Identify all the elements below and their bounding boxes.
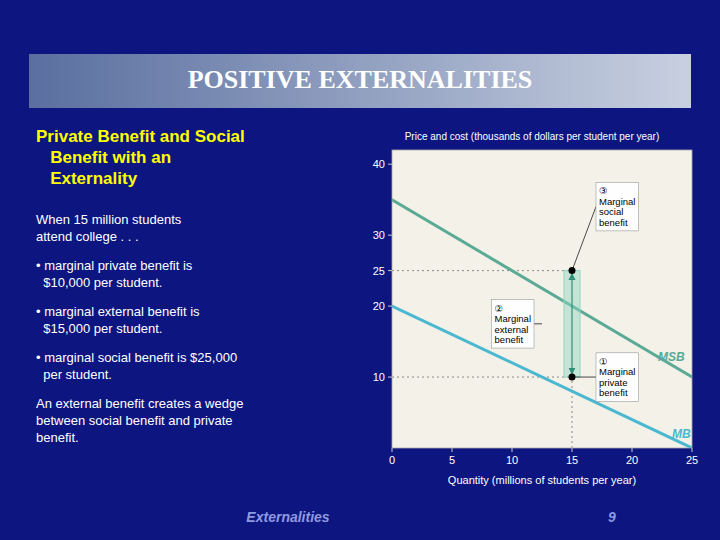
x-axis-label: Quantity (millions of students per year)	[448, 474, 636, 486]
annotation: ②Marginalexternalbenefit	[492, 300, 542, 349]
page-number: 9	[608, 509, 616, 525]
x-tick-label: 15	[566, 454, 578, 466]
chart-title: Price and cost (thousands of dollars per…	[405, 131, 660, 142]
body-text: An external benefit creates a wedgebetwe…	[36, 396, 243, 445]
x-tick-label: 5	[449, 454, 455, 466]
annotation-box	[596, 353, 638, 402]
annotation-leader	[572, 377, 596, 378]
slide: POSITIVE EXTERNALITIES Private Benefit an…	[0, 0, 720, 540]
x-tick	[692, 448, 693, 452]
y-tick-label: 40	[373, 158, 385, 170]
series-line	[392, 200, 692, 377]
y-tick	[388, 377, 392, 378]
y-tick	[388, 306, 392, 307]
body-text: • marginal private benefit is $10,000 pe…	[36, 258, 193, 290]
wedge	[564, 271, 580, 377]
slide-background	[0, 0, 720, 540]
series-line	[392, 306, 692, 448]
annotation-text: ②Marginalexternalbenefit	[495, 303, 531, 346]
x-tick-label: 0	[389, 454, 395, 466]
x-tick	[632, 448, 633, 452]
y-tick	[388, 235, 392, 236]
body-text: • marginal social benefit is $25,000 per…	[36, 350, 237, 382]
series-label: MB	[672, 427, 691, 441]
x-tick	[512, 448, 513, 452]
y-tick-label: 25	[373, 265, 385, 277]
body-text: When 15 million studentsattend college .…	[36, 212, 182, 244]
x-tick	[452, 448, 453, 452]
annotation-text: ③Marginalsocialbenefit	[599, 185, 635, 228]
x-tick	[572, 448, 573, 452]
reference-line	[392, 270, 572, 271]
footer-text: Externalities	[246, 509, 329, 525]
annotation-leader	[572, 207, 596, 271]
wedge-arrow	[571, 274, 572, 374]
annotation-text: ①Marginalprivatebenefit	[599, 356, 635, 399]
reference-line	[572, 377, 573, 448]
plot-area	[392, 200, 692, 448]
y-tick-label: 10	[373, 371, 385, 383]
slide-title: POSITIVE EXTERNALITIES	[188, 65, 533, 94]
plot-background	[392, 150, 692, 448]
x-tick	[392, 448, 393, 452]
x-tick-label: 25	[686, 454, 698, 466]
plot-frame	[392, 150, 692, 448]
x-tick-label: 10	[506, 454, 518, 466]
y-tick-label: 30	[373, 229, 385, 241]
annotation: ①Marginalprivatebenefit	[572, 353, 638, 402]
annotation: ③Marginalsocialbenefit	[572, 182, 638, 270]
series-label: MSB	[658, 350, 685, 364]
body-text: • marginal external benefit is $15,000 p…	[36, 304, 200, 336]
y-tick	[388, 164, 392, 165]
left-heading: Private Benefit and Social Benefit with …	[36, 127, 245, 188]
x-tick-label: 20	[626, 454, 638, 466]
title-bar	[29, 54, 691, 108]
annotation-box	[492, 300, 534, 349]
annotation-leader	[534, 323, 542, 324]
y-tick	[388, 270, 392, 271]
y-tick-label: 20	[373, 300, 385, 312]
annotation-box	[596, 182, 638, 231]
